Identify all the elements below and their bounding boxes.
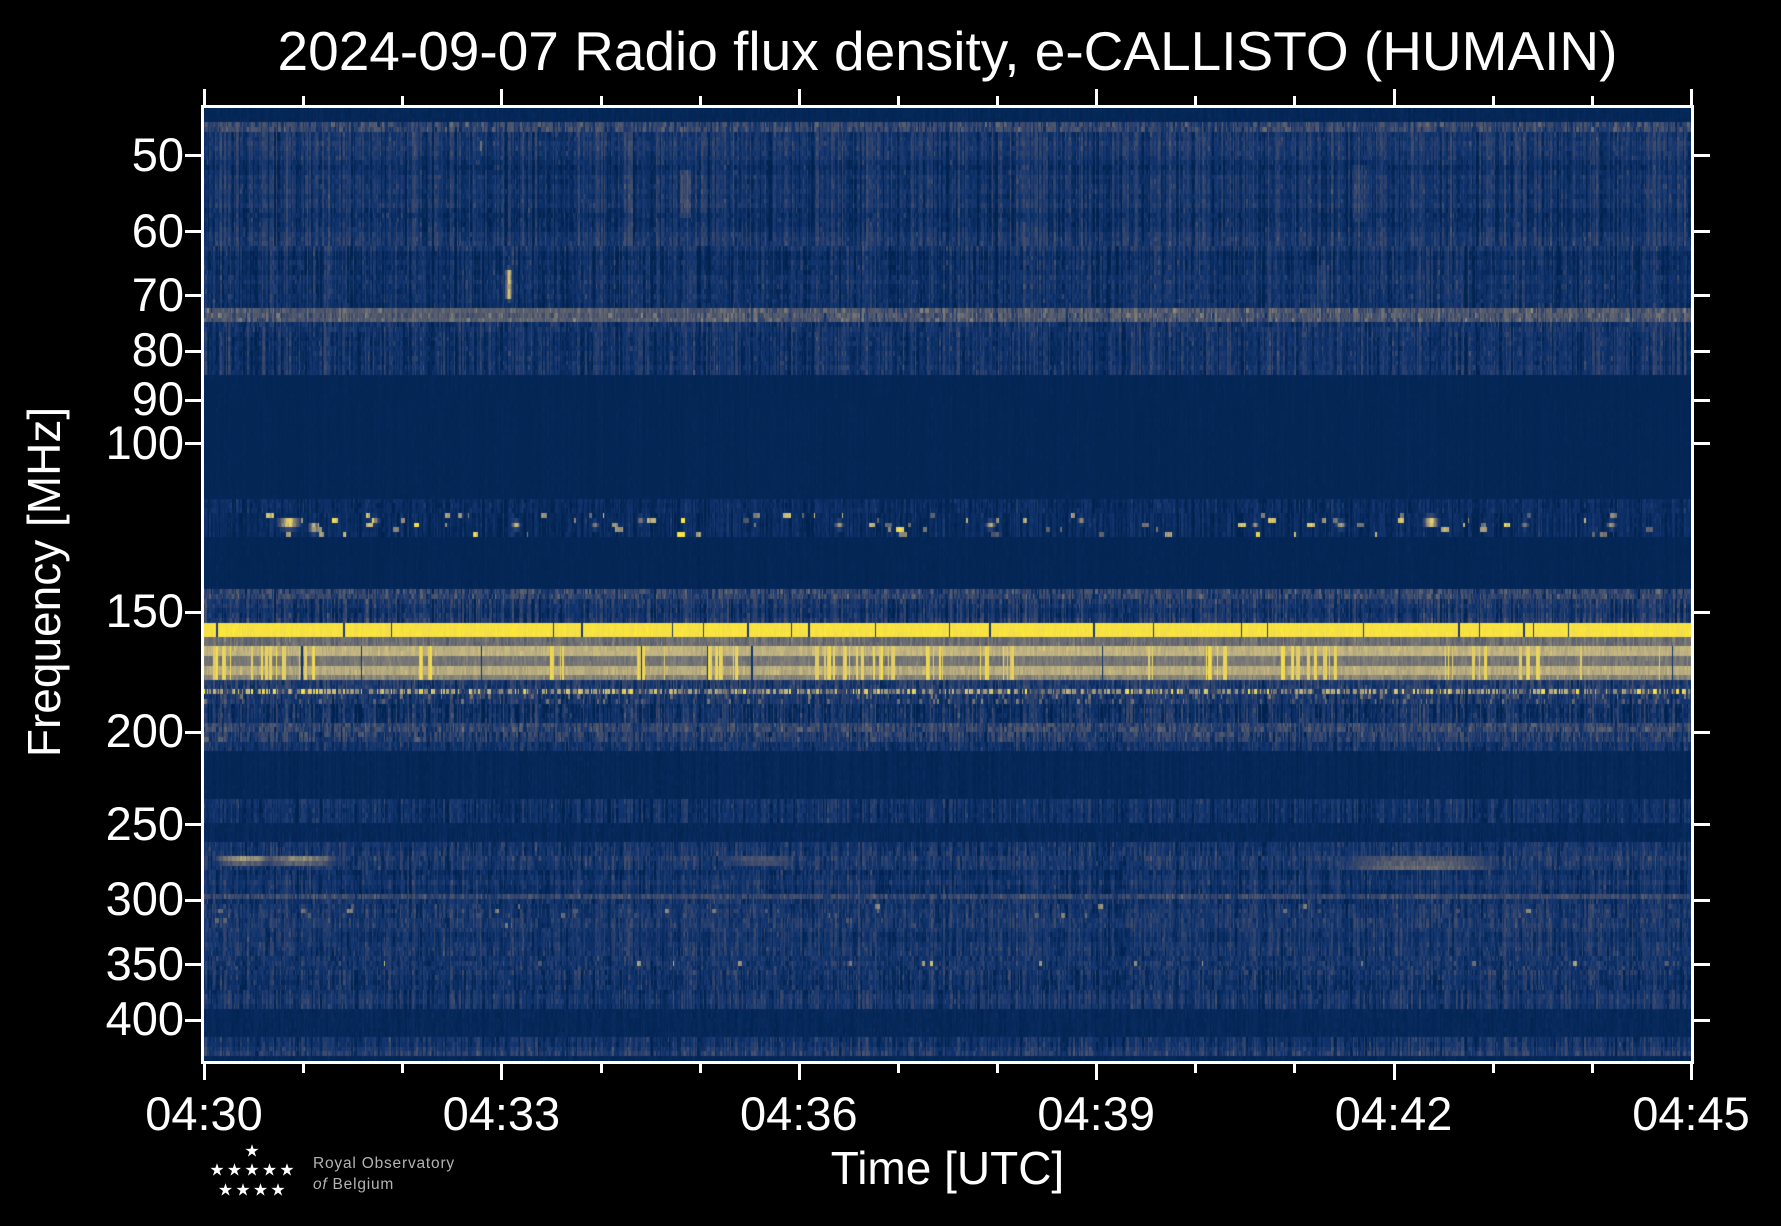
y-major-tick [185, 611, 201, 614]
y-major-tick [185, 442, 201, 445]
x-minor-tick [1492, 1064, 1495, 1073]
x-minor-tick [699, 1064, 702, 1073]
spectrogram-image [204, 108, 1691, 1061]
y-major-tick [185, 823, 201, 826]
y-major-tick-right [1694, 294, 1710, 297]
y-major-tick-right [1694, 350, 1710, 353]
x-major-tick-top [1393, 89, 1396, 105]
x-tick-label: 04:30 [145, 1087, 263, 1140]
x-minor-tick-top [1293, 96, 1296, 105]
logo-line2-of: of [313, 1176, 328, 1194]
x-minor-tick-top [401, 96, 404, 105]
y-tick-label: 100 [105, 415, 184, 469]
y-major-tick-right [1694, 1019, 1710, 1022]
y-major-tick [185, 1019, 201, 1022]
y-major-tick [185, 899, 201, 902]
y-tick-label: 60 [131, 203, 184, 257]
y-tick-label: 200 [105, 704, 184, 757]
x-minor-tick-top [1591, 96, 1594, 105]
y-tick-label: 250 [105, 796, 184, 850]
star-icon: ★ [270, 1180, 286, 1200]
y-major-tick-right [1694, 899, 1710, 902]
y-tick-label: 80 [131, 323, 184, 377]
x-minor-tick-top [699, 96, 702, 105]
y-major-tick-right [1694, 442, 1710, 445]
star-icon: ★ [217, 1180, 234, 1200]
x-major-tick [1690, 1064, 1693, 1080]
x-minor-tick [1194, 1064, 1197, 1073]
rob-logo-text: Royal Observatory of Belgium [313, 1153, 455, 1196]
y-major-tick [185, 399, 201, 402]
x-tick-label: 04:33 [442, 1087, 561, 1140]
x-minor-tick [401, 1064, 404, 1073]
x-minor-tick [302, 1064, 305, 1073]
x-major-tick [1095, 1064, 1098, 1080]
x-tick-label: 04:39 [1037, 1087, 1155, 1140]
x-major-tick-top [500, 89, 503, 105]
y-major-tick [185, 963, 201, 966]
y-major-tick-right [1694, 823, 1710, 826]
x-major-tick-top [1095, 89, 1098, 105]
y-major-tick-right [1694, 230, 1710, 233]
x-minor-tick [1293, 1064, 1296, 1073]
x-major-tick-top [1690, 89, 1693, 105]
y-tick-label: 90 [131, 372, 184, 426]
x-minor-tick-top [996, 96, 999, 105]
star-icon: ★ [279, 1160, 295, 1180]
chart-title: 2024-09-07 Radio flux density, e-CALLIST… [277, 20, 1618, 82]
x-minor-tick-top [897, 96, 900, 105]
x-minor-tick-top [1492, 96, 1495, 105]
x-major-tick [500, 1064, 503, 1080]
y-major-tick-right [1694, 154, 1710, 157]
y-major-tick [185, 294, 201, 297]
x-major-tick-top [798, 89, 801, 105]
y-major-tick-right [1694, 963, 1710, 966]
y-tick-label: 150 [105, 584, 184, 638]
y-tick-label: 70 [131, 267, 184, 321]
y-tick-label: 300 [105, 872, 184, 926]
logo-line2-rest: Belgium [332, 1176, 395, 1194]
y-major-tick-right [1694, 611, 1710, 614]
star-icon: ★ [226, 1160, 243, 1180]
star-icon: ★ [235, 1180, 251, 1200]
x-minor-tick [996, 1064, 999, 1073]
logo-line2: of Belgium [313, 1174, 455, 1195]
x-axis-label: Time [UTC] [830, 1142, 1065, 1194]
star-icon: ★ [244, 1160, 260, 1180]
x-major-tick [798, 1064, 801, 1080]
x-minor-tick [897, 1064, 900, 1073]
star-icon: ★ [244, 1141, 260, 1161]
y-tick-label: 350 [105, 936, 184, 990]
x-minor-tick [600, 1064, 603, 1073]
y-tick-label: 400 [105, 992, 184, 1045]
y-axis-label: Frequency [MHz] [18, 406, 70, 758]
y-tick-label: 50 [131, 127, 184, 181]
star-icon: ★ [261, 1160, 278, 1180]
star-icon: ★ [252, 1180, 269, 1200]
logo-line1: Royal Observatory [313, 1155, 455, 1172]
x-tick-label: 04:36 [739, 1087, 858, 1140]
y-major-tick-right [1694, 731, 1710, 734]
y-major-tick [185, 731, 201, 734]
y-major-tick [185, 154, 201, 157]
x-minor-tick [1591, 1064, 1594, 1073]
y-major-tick-right [1694, 399, 1710, 402]
x-minor-tick-top [302, 96, 305, 105]
x-minor-tick-top [1194, 96, 1197, 105]
x-major-tick-top [203, 89, 206, 105]
y-major-tick [185, 230, 201, 233]
x-minor-tick-top [600, 96, 603, 105]
star-icon: ★ [209, 1160, 225, 1180]
x-tick-label: 04:42 [1334, 1087, 1453, 1140]
x-major-tick [1393, 1064, 1396, 1080]
x-major-tick [203, 1064, 206, 1080]
x-tick-label: 04:45 [1632, 1087, 1750, 1140]
y-major-tick [185, 350, 201, 353]
